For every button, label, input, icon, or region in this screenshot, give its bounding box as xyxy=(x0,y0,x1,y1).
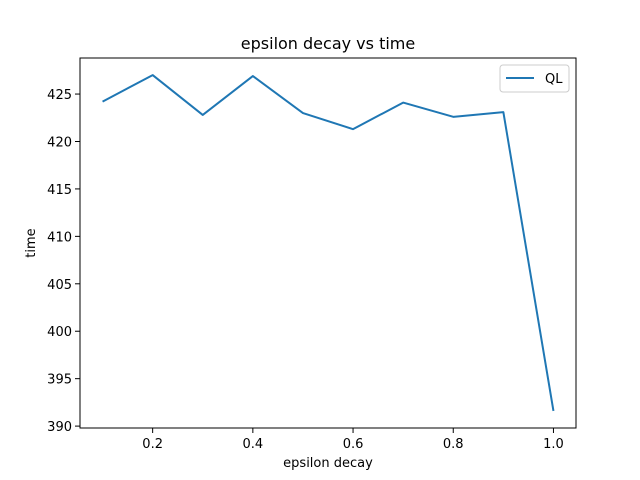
x-tick-label: 0.8 xyxy=(443,437,464,452)
x-axis-ticks: 0.2 0.4 0.6 0.8 1.0 xyxy=(142,428,564,452)
legend-label-ql: QL xyxy=(545,72,563,87)
x-tick-label: 0.6 xyxy=(343,437,364,452)
y-axis-label: time xyxy=(24,228,39,257)
x-tick-label: 0.2 xyxy=(142,437,163,452)
legend-box xyxy=(499,64,570,93)
y-tick-label: 400 xyxy=(47,325,72,340)
y-tick-label: 415 xyxy=(47,183,72,198)
series-line-ql xyxy=(102,74,555,412)
x-tick-label: 1.0 xyxy=(543,437,564,452)
y-tick-label: 405 xyxy=(47,278,72,293)
legend: QL xyxy=(499,64,570,93)
chart-title: epsilon decay vs time xyxy=(241,34,415,53)
y-tick-label: 395 xyxy=(47,373,72,388)
y-tick-label: 420 xyxy=(47,135,72,150)
y-tick-label: 425 xyxy=(47,88,72,103)
x-axis-label: epsilon decay xyxy=(283,456,373,471)
y-axis-ticks: 390 395 400 405 410 415 420 425 xyxy=(47,88,80,435)
plot-area xyxy=(79,57,577,429)
y-tick-label: 410 xyxy=(47,230,72,245)
plot-frame xyxy=(79,57,577,429)
series-lines xyxy=(102,74,555,412)
x-tick-label: 0.4 xyxy=(243,437,264,452)
y-tick-label: 390 xyxy=(47,420,72,435)
